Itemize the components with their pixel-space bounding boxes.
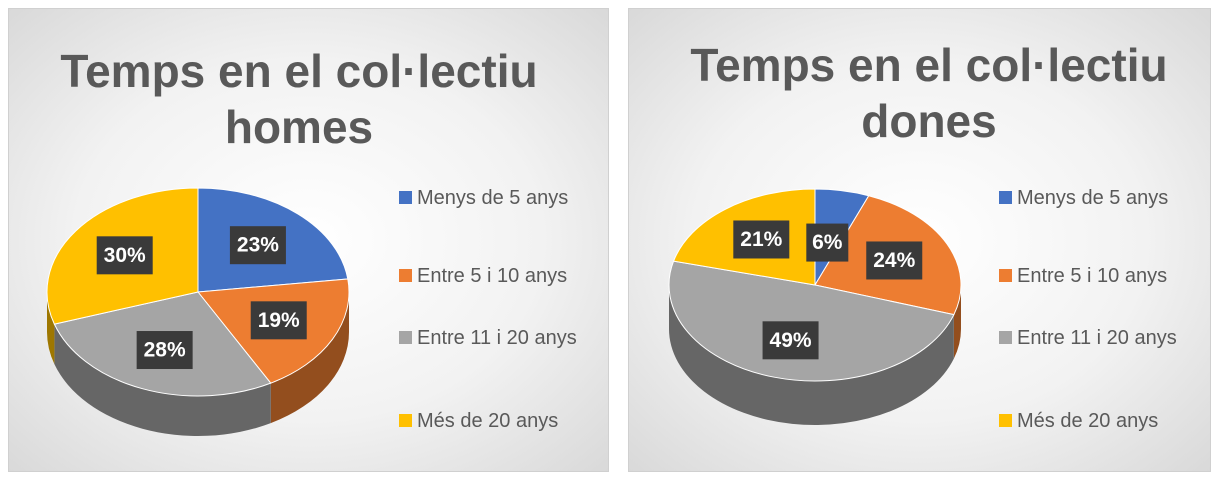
data-label: 28% [144, 339, 186, 362]
legend-swatch [999, 414, 1012, 427]
legend-swatch [399, 269, 412, 282]
chart-title: Temps en el col·lectiu homes [60, 45, 538, 153]
data-label-box [806, 223, 849, 262]
data-label-box [250, 301, 307, 340]
legend-label: Més de 20 anys [1017, 410, 1159, 432]
legend-item: Entre 5 i 10 anys [999, 257, 1197, 295]
legend-label: Menys de 5 anys [417, 187, 569, 209]
pie-side [669, 285, 954, 425]
legend-item: Entre 11 i 20 anys [399, 319, 597, 357]
pie-side [270, 292, 349, 424]
legend-swatch [999, 331, 1012, 344]
data-label: 6% [812, 231, 843, 254]
legend-label: Entre 11 i 20 anys [417, 327, 577, 349]
data-label: 23% [237, 234, 279, 257]
legend-item: Menys de 5 anys [399, 179, 597, 217]
data-label: 24% [873, 249, 915, 272]
legend-label: Menys de 5 anys [1017, 187, 1169, 209]
data-label-box [762, 321, 819, 360]
legend-label: Més de 20 anys [417, 410, 559, 432]
data-label: 19% [258, 309, 300, 332]
chart-panel: Temps en el col·lectiu homes 23% 19% 28% 30… [8, 8, 609, 472]
pie-chart: 6% 24% 49% 21% [668, 188, 962, 425]
data-label: 49% [770, 329, 812, 352]
pie-chart: 23% 19% 28% 30% [46, 187, 350, 436]
legend-swatch [399, 331, 412, 344]
data-label: 30% [104, 244, 146, 267]
chart-title: Temps en el col·lectiu dones [690, 39, 1168, 147]
data-label-box [866, 241, 923, 280]
legend-swatch [399, 414, 412, 427]
data-label-box [136, 331, 193, 370]
pie-slice [668, 260, 955, 382]
data-label: 21% [740, 228, 782, 251]
legend-swatch [999, 269, 1012, 282]
data-label-box [229, 226, 286, 265]
legend-item: Més de 20 anys [399, 402, 597, 440]
pie-side [54, 324, 271, 436]
pie-side [953, 285, 961, 359]
legend-label: Entre 5 i 10 anys [1017, 265, 1168, 287]
legend-item: Entre 11 i 20 anys [999, 319, 1197, 357]
legend-label: Entre 11 i 20 anys [1017, 327, 1177, 349]
legend-item: Més de 20 anys [999, 402, 1197, 440]
data-label-box [96, 236, 153, 275]
legend-label: Entre 5 i 10 anys [417, 265, 568, 287]
chart-panel: Temps en el col·lectiu dones 6% 24% 49% 21%… [628, 8, 1211, 472]
legend-item: Menys de 5 anys [999, 179, 1197, 217]
legend-swatch [999, 191, 1012, 204]
legend-swatch [399, 191, 412, 204]
legend-item: Entre 5 i 10 anys [399, 257, 597, 295]
data-label-box [733, 220, 790, 259]
